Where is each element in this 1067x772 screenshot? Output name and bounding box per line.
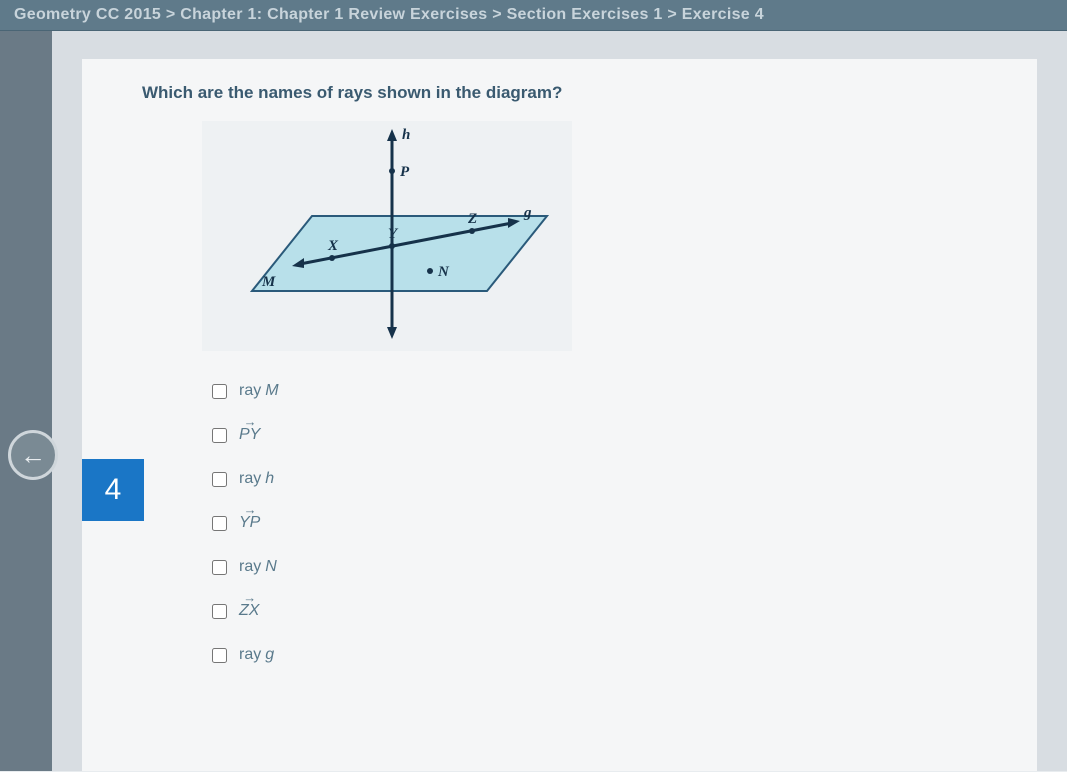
option-text: g [265,646,274,664]
option-checkbox[interactable] [212,516,227,531]
option-prefix: ray [239,646,261,664]
back-button[interactable]: ← [8,430,58,480]
option-checkbox[interactable] [212,384,227,399]
question-number-badge: 4 [82,459,144,521]
answer-options: ray M PY ray h YP ray N ZX ray g [212,369,1009,677]
option-prefix: ray [239,382,261,400]
back-arrow-icon: ← [20,440,46,471]
option-text: PY [239,426,260,444]
option-row: YP [212,501,1009,545]
label-P: P [400,164,410,180]
breadcrumb[interactable]: Geometry CC 2015 > Chapter 1: Chapter 1 … [0,0,1067,31]
arrowhead-up-icon [387,129,397,141]
option-text: YP [239,514,260,532]
option-row: ray g [212,633,1009,677]
option-label: PY [239,426,260,444]
option-checkbox[interactable] [212,472,227,487]
option-label: ray N [239,558,277,576]
option-row: ray M [212,369,1009,413]
option-prefix: ray [239,558,261,576]
point-X [329,255,335,261]
option-row: PY [212,413,1009,457]
option-row: ray h [212,457,1009,501]
option-row: ZX [212,589,1009,633]
main-layout: ← Which are the names of rays shown in t… [0,31,1067,771]
option-text: h [265,470,274,488]
arrowhead-down-icon [387,327,397,339]
label-X: X [327,238,339,254]
point-P [389,168,395,174]
option-label: YP [239,514,260,532]
label-Z: Z [467,211,477,227]
content-area: Which are the names of rays shown in the… [82,59,1037,771]
point-Z [469,228,475,234]
point-N [427,268,433,274]
option-checkbox[interactable] [212,648,227,663]
option-label: ray g [239,646,274,664]
label-N: N [437,264,450,280]
option-label: ZX [239,602,259,620]
point-Y [389,243,395,249]
option-checkbox[interactable] [212,604,227,619]
option-row: ray N [212,545,1009,589]
option-text: M [265,382,278,400]
label-M: M [261,274,276,290]
parallelogram [252,216,547,291]
left-gutter [0,31,52,771]
label-g: g [523,205,532,221]
option-text: ZX [239,602,259,620]
option-prefix: ray [239,470,261,488]
option-label: ray h [239,470,274,488]
option-text: N [265,558,277,576]
option-checkbox[interactable] [212,560,227,575]
diagram-svg: M h P g X Y Z [202,121,572,351]
option-label: ray M [239,382,279,400]
question-text: Which are the names of rays shown in the… [142,83,1009,103]
label-h: h [402,127,410,143]
geometry-diagram: M h P g X Y Z [202,121,572,351]
option-checkbox[interactable] [212,428,227,443]
